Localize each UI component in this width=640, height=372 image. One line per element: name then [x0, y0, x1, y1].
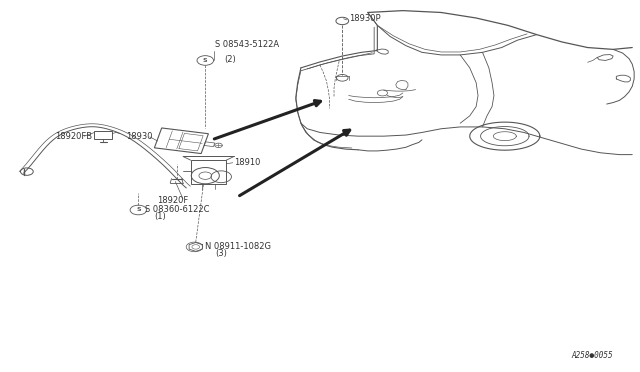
Text: 18930P: 18930P	[349, 13, 380, 22]
Text: N 08911-1082G: N 08911-1082G	[205, 243, 271, 251]
Text: (2): (2)	[225, 55, 236, 64]
Bar	[154, 128, 209, 154]
Text: S: S	[203, 58, 207, 63]
Text: 18920FB: 18920FB	[56, 132, 93, 141]
Text: S 08360-6122C: S 08360-6122C	[145, 205, 209, 215]
Text: (1): (1)	[154, 212, 166, 221]
Text: S 08543-5122A: S 08543-5122A	[215, 41, 279, 49]
Text: A258●0055: A258●0055	[572, 351, 613, 360]
Text: S: S	[136, 208, 141, 212]
Text: 18930: 18930	[125, 132, 152, 141]
Text: 18910: 18910	[234, 157, 260, 167]
Text: 18920F: 18920F	[157, 196, 189, 205]
Bar	[191, 160, 227, 184]
Text: (3): (3)	[215, 249, 227, 258]
Bar	[95, 131, 112, 139]
